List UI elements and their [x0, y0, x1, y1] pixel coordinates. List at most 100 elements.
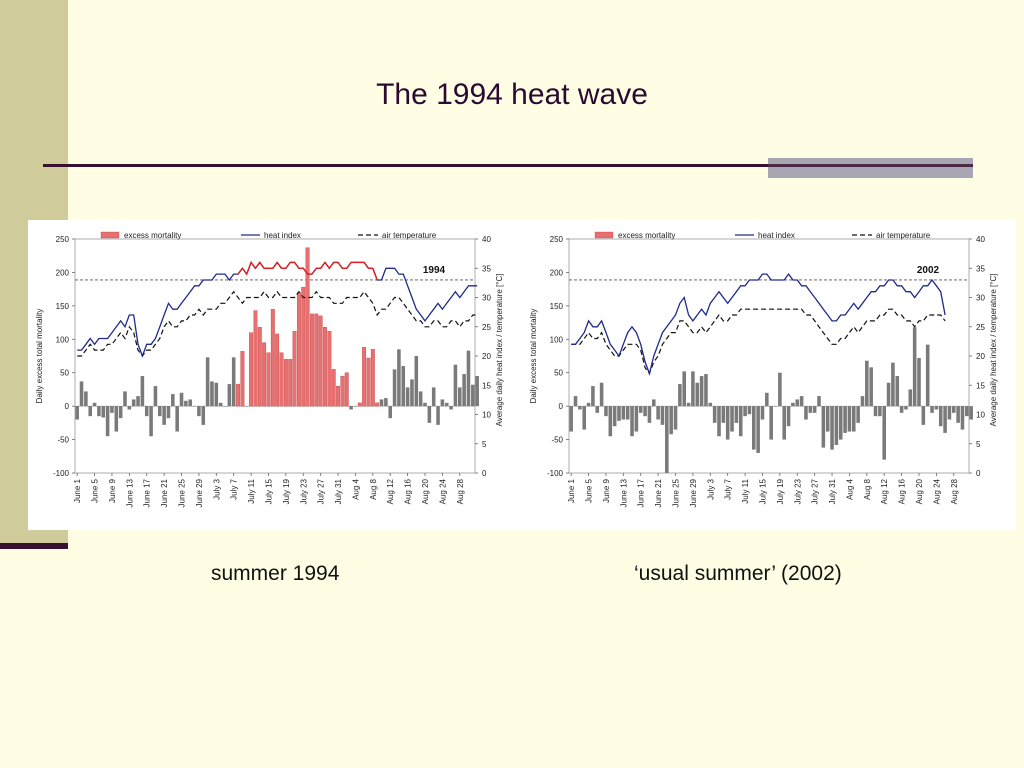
- excess-mortality-bar: [249, 332, 254, 407]
- y-tick-label: 200: [550, 268, 564, 277]
- excess-mortality-bar: [808, 406, 813, 413]
- left-decor-line: [0, 543, 68, 549]
- excess-mortality-bar: [166, 406, 171, 419]
- excess-mortality-bar: [296, 292, 301, 407]
- excess-mortality-bar: [340, 375, 345, 407]
- excess-mortality-bar: [101, 406, 106, 418]
- excess-mortality-bar: [218, 402, 223, 407]
- excess-mortality-bar: [301, 286, 306, 407]
- excess-mortality-bar: [608, 406, 613, 437]
- x-tick-label: June 21: [160, 478, 169, 507]
- excess-mortality-bar: [279, 352, 284, 407]
- excess-mortality-bar: [904, 406, 908, 410]
- y-tick-label: 0: [559, 402, 564, 411]
- excess-mortality-bar: [969, 406, 973, 420]
- excess-mortality-bar: [75, 406, 79, 420]
- y2-tick-label: 0: [482, 469, 487, 478]
- excess-mortality-bar: [314, 313, 319, 407]
- y-axis-label: Daily excess total mortality: [35, 309, 44, 404]
- excess-mortality-bar: [379, 399, 384, 407]
- excess-mortality-bar: [773, 406, 778, 407]
- excess-mortality-bar: [149, 406, 153, 437]
- excess-mortality-bar: [704, 374, 708, 407]
- excess-mortality-bar: [270, 309, 275, 407]
- caption-summer-1994: summer 1994: [211, 562, 340, 585]
- excess-mortality-bar: [925, 344, 930, 407]
- excess-mortality-bar: [427, 406, 432, 423]
- excess-mortality-bar: [934, 406, 939, 410]
- excess-mortality-bar: [604, 406, 608, 417]
- excess-mortality-bar: [140, 376, 145, 407]
- y2-tick-label: 10: [976, 411, 985, 420]
- x-tick-label: July 19: [282, 478, 291, 504]
- y2-tick-label: 35: [976, 264, 985, 273]
- excess-mortality-bar: [84, 391, 88, 407]
- excess-mortality-bar: [699, 376, 704, 407]
- excess-mortality-bar: [197, 406, 201, 417]
- y-tick-label: -100: [547, 469, 564, 478]
- x-tick-label: July 11: [247, 478, 256, 503]
- excess-mortality-bar: [760, 406, 765, 420]
- excess-mortality-bar: [734, 406, 739, 423]
- y2-tick-label: 5: [482, 440, 487, 449]
- y-axis-label: Daily excess total mortality: [529, 309, 538, 404]
- excess-mortality-bar: [384, 398, 388, 407]
- excess-mortality-bar: [752, 406, 756, 450]
- excess-mortality-bar: [418, 391, 423, 407]
- excess-mortality-bar: [123, 391, 127, 407]
- excess-mortality-bar: [401, 366, 406, 407]
- excess-mortality-bar: [691, 371, 695, 407]
- excess-mortality-bar: [791, 402, 795, 407]
- excess-mortality-bar: [630, 406, 634, 437]
- x-tick-label: Aug 20: [421, 478, 430, 504]
- excess-mortality-bar: [97, 406, 101, 417]
- excess-mortality-bar: [88, 406, 92, 417]
- excess-mortality-bar: [721, 406, 726, 423]
- legend-label-excess: excess mortality: [618, 231, 675, 240]
- excess-mortality-bar: [830, 406, 834, 450]
- excess-mortality-bar: [436, 406, 440, 425]
- x-tick-label: July 15: [758, 478, 767, 504]
- y2-tick-label: 25: [482, 323, 491, 332]
- excess-mortality-bar: [891, 362, 895, 407]
- excess-mortality-bar: [821, 406, 826, 448]
- excess-mortality-bar: [778, 372, 782, 407]
- y2-tick-label: 35: [482, 264, 491, 273]
- x-tick-label: July 7: [724, 478, 733, 499]
- excess-mortality-bar: [943, 406, 947, 433]
- title-accent-block: [768, 158, 973, 178]
- excess-mortality-bar: [899, 406, 904, 413]
- x-tick-label: June 13: [619, 478, 628, 507]
- excess-mortality-bar: [795, 399, 800, 407]
- excess-mortality-bar: [357, 402, 362, 407]
- excess-mortality-bar: [834, 406, 839, 445]
- excess-mortality-bar: [660, 406, 665, 425]
- slide-title: The 1994 heat wave: [376, 78, 648, 111]
- plot-area: [568, 238, 970, 474]
- x-tick-label: July 7: [230, 478, 239, 499]
- year-label: 1994: [423, 265, 446, 276]
- excess-mortality-bar: [110, 406, 114, 413]
- excess-mortality-bar: [388, 406, 392, 419]
- x-tick-label: July 27: [317, 478, 326, 504]
- chart-figure: -100 -50 0 50 100 150 200 250 0 5 10 15 20 25 30 35 40 Da…: [28, 220, 1016, 530]
- excess-mortality-bar: [344, 372, 349, 407]
- excess-mortality-bar: [153, 386, 158, 407]
- chart-1994: -100 -50 0 50 100 150 200 250 0 5 10 15 20 25 30 35 40 Da…: [35, 231, 504, 507]
- excess-mortality-bar: [712, 406, 717, 423]
- excess-mortality-bar: [578, 406, 582, 410]
- heat-index-line: [571, 273, 946, 376]
- x-tick-label: July 31: [828, 478, 837, 504]
- excess-mortality-bar: [171, 394, 175, 407]
- excess-mortality-bar: [318, 315, 323, 407]
- excess-mortality-bar: [591, 386, 595, 407]
- excess-mortality-bar: [847, 406, 852, 432]
- excess-mortality-bar: [92, 402, 97, 407]
- y-tick-label: -100: [53, 469, 70, 478]
- x-tick-label: Aug 4: [351, 478, 360, 499]
- excess-mortality-bar: [599, 382, 604, 407]
- excess-mortality-bar: [127, 406, 132, 410]
- excess-mortality-bar: [756, 406, 760, 453]
- excess-mortality-bar: [462, 374, 466, 407]
- y-tick-label: 0: [65, 402, 70, 411]
